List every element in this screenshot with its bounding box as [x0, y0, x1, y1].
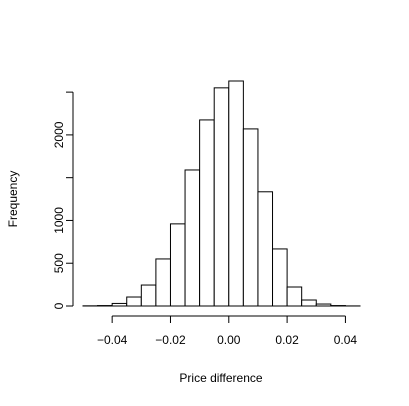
x-tick-label: 0.00 — [217, 333, 241, 347]
bar — [155, 258, 171, 307]
bar — [301, 299, 317, 307]
bar — [199, 119, 215, 307]
bar — [315, 303, 332, 307]
x-tick-label: −0.04 — [97, 333, 128, 347]
bar — [257, 191, 274, 307]
bar — [286, 286, 303, 307]
bar — [140, 284, 157, 307]
bar — [111, 302, 128, 307]
bar — [213, 87, 230, 307]
x-tick-label: 0.04 — [334, 333, 358, 347]
y-tick-label: 0 — [52, 302, 66, 309]
bar — [272, 248, 288, 307]
bar — [242, 128, 259, 307]
x-tick-label: −0.02 — [155, 333, 186, 347]
y-tick-label: 1000 — [52, 207, 66, 234]
bar — [169, 223, 186, 307]
y-axis-label: Frequency — [6, 171, 20, 228]
bar — [228, 80, 244, 307]
x-tick-label: 0.02 — [275, 333, 299, 347]
y-tick-label: 500 — [52, 253, 66, 273]
y-tick-label: 2000 — [52, 121, 66, 148]
x-axis-label: Price difference — [179, 371, 262, 385]
bar — [184, 169, 201, 307]
bar — [126, 296, 142, 307]
